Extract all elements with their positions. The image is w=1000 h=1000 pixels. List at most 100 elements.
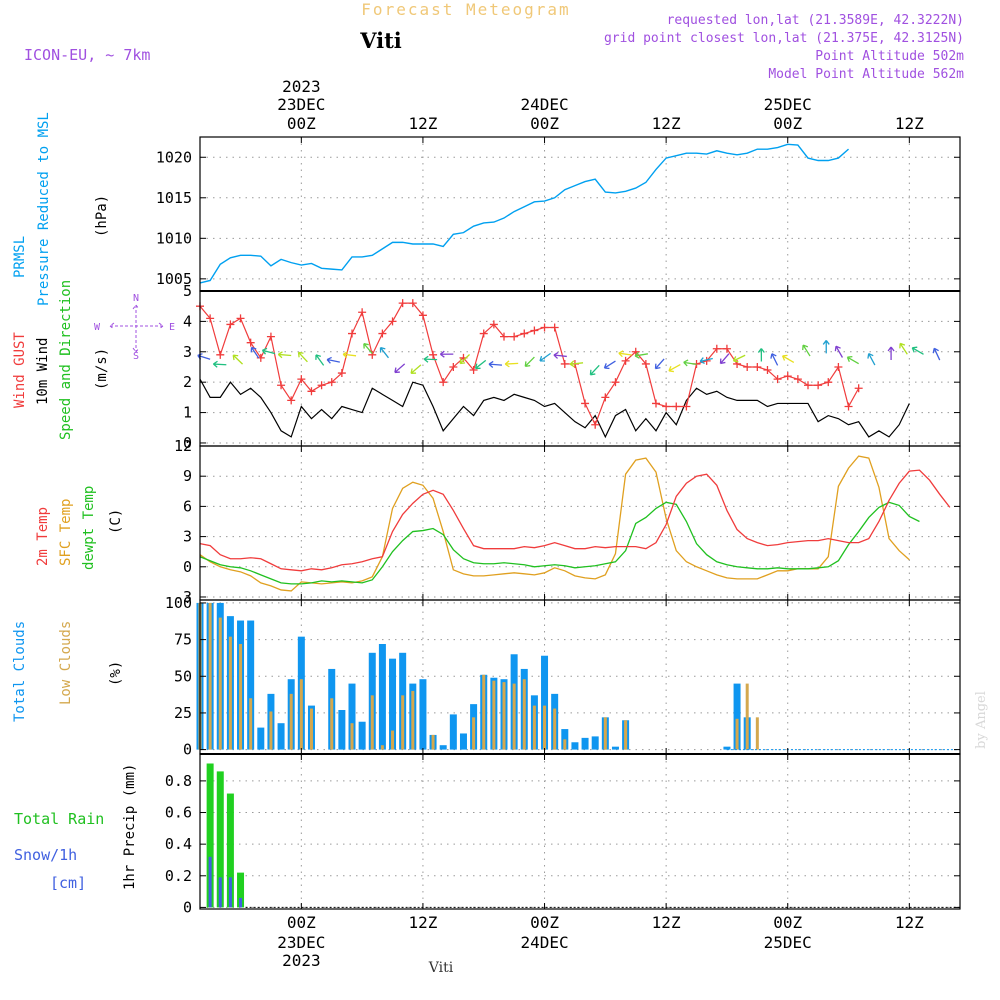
low-cloud-bar	[755, 717, 759, 750]
direction-arrow	[439, 350, 454, 358]
top-year-label: 2023	[282, 77, 321, 96]
low-cloud-bar	[299, 679, 303, 750]
direction-arrow	[634, 351, 649, 359]
direction-arrow	[589, 364, 600, 376]
direction-arrow	[719, 353, 730, 365]
direction-arrow	[212, 360, 227, 368]
low-cloud-bar	[563, 739, 567, 750]
gust-marker	[520, 329, 529, 338]
direction-arrow	[683, 359, 697, 367]
direction-arrow	[781, 354, 795, 364]
temp-unit: (C)	[108, 509, 124, 534]
gust-marker	[763, 366, 772, 375]
panel-frames	[199, 136, 961, 910]
direction-arrow	[699, 357, 713, 365]
top-hour-label: 00Z	[773, 114, 802, 133]
y-tick-label: 0	[183, 741, 192, 759]
gust-marker	[287, 396, 296, 405]
gust-marker	[206, 314, 215, 323]
y-tick-label: 1005	[156, 270, 192, 288]
y-tick-label: 6	[183, 497, 192, 515]
direction-arrow	[410, 364, 422, 375]
top-hour-label: 00Z	[287, 114, 316, 133]
low-cloud-bar	[401, 695, 405, 750]
y-tick-label: -3	[174, 588, 192, 606]
low-cloud-bar	[218, 617, 222, 750]
snow-unit: [cm]	[50, 874, 86, 892]
direction-arrow	[887, 346, 895, 360]
y-tick-label: 2	[183, 373, 192, 391]
total-cloud-bar	[247, 620, 255, 750]
gust-marker	[844, 402, 853, 411]
gust-marker	[327, 378, 336, 387]
total-cloud-bar	[591, 736, 599, 750]
low-cloud-bar	[553, 708, 557, 750]
cloud-unit: (%)	[108, 661, 124, 686]
gust-marker	[662, 402, 671, 411]
svg-text:E: E	[169, 322, 175, 333]
direction-arrow	[488, 360, 503, 368]
requested-coords: requested lon,lat (21.3589E, 42.3222N)	[667, 13, 964, 28]
y-tick-label: 50	[174, 667, 192, 685]
y-tick-label: 100	[165, 594, 192, 612]
low-cloud-bar	[249, 698, 253, 750]
y-tick-label: 0.4	[165, 835, 192, 853]
gust-marker	[317, 381, 326, 390]
super-title: Forecast Meteogram	[361, 0, 570, 19]
snow-bar	[228, 877, 232, 908]
gust-marker	[540, 323, 549, 332]
direction-arrow	[932, 347, 941, 361]
dewpt-line	[199, 501, 920, 585]
direction-arrow	[822, 340, 830, 354]
t2m-line	[199, 469, 951, 572]
gust-marker	[469, 366, 478, 375]
bottom-hour-label: 12Z	[895, 913, 924, 932]
pressure-name: PRMSL	[12, 236, 28, 278]
top-hour-label: 12Z	[652, 114, 681, 133]
direction-arrow	[394, 363, 406, 374]
total-cloud-bar	[419, 679, 427, 750]
y-tick-label: 75	[174, 631, 192, 649]
panel-frame	[199, 753, 961, 910]
direction-arrow	[846, 355, 859, 365]
low-cloud-bar	[745, 683, 749, 750]
direction-arrow	[474, 359, 487, 370]
total-cloud-bar	[541, 655, 549, 750]
gust-marker	[834, 362, 843, 371]
gust-marker	[479, 329, 488, 338]
rain-bar	[237, 872, 245, 908]
gust-marker	[368, 350, 377, 359]
gust-marker	[611, 378, 620, 387]
total-cloud-bar	[459, 733, 467, 750]
direction-arrow	[654, 358, 665, 370]
total-cloud-bar	[611, 746, 619, 750]
gust-marker	[277, 381, 286, 390]
gust-marker	[439, 378, 448, 387]
low-cloud-bar	[309, 708, 313, 750]
gust-marker	[743, 362, 752, 371]
cloud-labels: Total Clouds Low Clouds (%)	[12, 621, 124, 722]
direction-arrow	[732, 354, 746, 363]
gust-marker	[388, 317, 397, 326]
gust-marker	[601, 393, 610, 402]
total-cloud-bar	[449, 714, 457, 750]
low-cloud-bar	[289, 693, 293, 750]
gust-marker	[804, 381, 812, 390]
total-cloud-bar	[723, 746, 731, 750]
total-cloud-bar	[348, 683, 356, 750]
direction-arrow	[603, 360, 616, 370]
top-hour-label: 12Z	[408, 114, 437, 133]
gust-marker	[510, 332, 519, 341]
rain-bar	[216, 771, 224, 908]
y-tick-labels: 1005101010151020012345-30369120255075100…	[156, 148, 192, 916]
snow-bar	[218, 877, 222, 908]
low-cloud-bar	[532, 705, 536, 750]
pressure-unit: (hPa)	[94, 195, 110, 237]
point-altitude: Point Altitude 502m	[815, 49, 964, 64]
footer-station: Viti	[428, 960, 454, 976]
total-cloud-bar	[389, 658, 397, 750]
y-tick-label: 4	[183, 312, 192, 330]
direction-arrow	[911, 346, 924, 355]
direction-arrow	[379, 346, 389, 359]
